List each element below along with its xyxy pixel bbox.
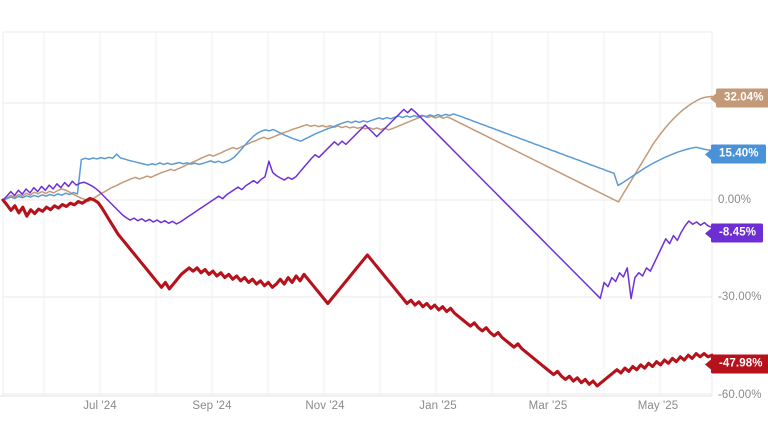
x-axis-label-nov24: Nov '24 <box>305 400 345 412</box>
series-end-badge-purple[interactable]: -8.45% <box>704 223 764 243</box>
y-axis-label-minus30: -30.00% <box>718 291 762 303</box>
series-line-purple[interactable] <box>2 108 713 300</box>
series-end-badge-red[interactable]: -47.98% <box>705 354 768 374</box>
y-axis-label-0: 0.00% <box>718 194 752 206</box>
series-line-red[interactable] <box>1 196 714 388</box>
series-end-badge-tan[interactable]: 32.04% <box>710 88 768 108</box>
x-axis-label-jul24: Jul '24 <box>83 400 117 412</box>
x-axis-label-sep24: Sep '24 <box>192 400 232 412</box>
x-axis-label-may25: May '25 <box>637 400 679 412</box>
series-end-badge-blue[interactable]: 15.40% <box>705 144 766 164</box>
series-lines <box>1 95 714 388</box>
gridlines-horizontal <box>3 31 712 395</box>
series-line-blue[interactable] <box>2 113 713 201</box>
y-axis-label-minus60: -60.00% <box>718 389 762 401</box>
x-axis-label-mar25: Mar '25 <box>528 400 568 412</box>
series-line-tan[interactable] <box>2 95 713 203</box>
x-axis-label-jan25: Jan '25 <box>419 400 457 412</box>
